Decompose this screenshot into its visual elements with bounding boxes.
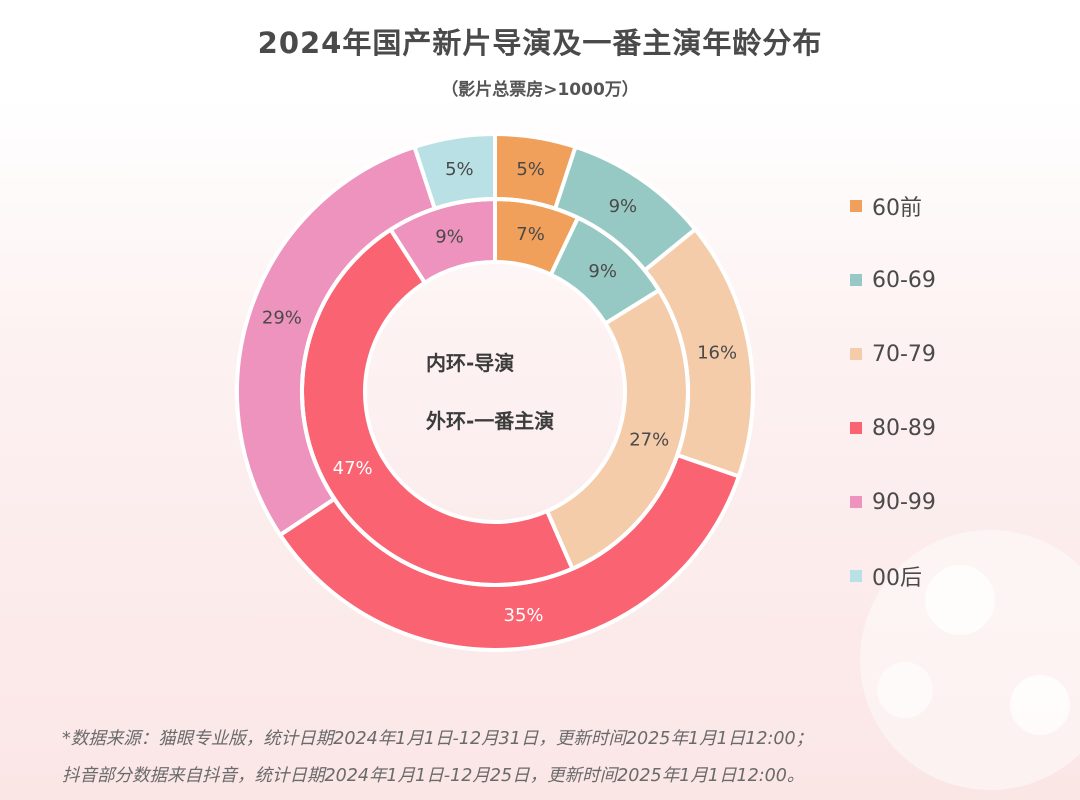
inner-ring-data-label-80-89: 47% — [333, 458, 373, 479]
legend-swatch — [850, 496, 862, 508]
legend-label: 60-69 — [872, 267, 936, 293]
inner-ring-data-label-70-79: 27% — [629, 429, 669, 450]
legend-label: 60前 — [872, 196, 922, 221]
legend-swatch — [850, 348, 862, 360]
legend-label: 00后 — [872, 566, 922, 591]
legend-item-80-89: 80-89 — [850, 410, 936, 446]
legend-swatch — [850, 274, 862, 286]
legend-label: 80-89 — [872, 415, 936, 441]
legend-label: 70-79 — [872, 341, 936, 367]
ring-separator — [300, 197, 690, 587]
legend-swatch — [850, 200, 862, 212]
legend-item-60-before: 60前 — [850, 188, 936, 224]
inner-ring-label: 内环-导演 — [426, 351, 515, 375]
chart-subtitle: （影片总票房>1000万） — [441, 80, 639, 100]
footnote-source-line-1: *数据来源：猫眼专业版，统计日期2024年1月1日-12月31日，更新时间202… — [62, 729, 814, 749]
outer-ring-data-label-90-99: 29% — [262, 308, 302, 329]
outer-ring-data-label-60-69: 9% — [609, 196, 638, 217]
legend: 60前 60-69 70-79 80-89 90-99 00后 — [850, 188, 936, 632]
legend-swatch — [850, 422, 862, 434]
outer-ring-data-label-70-79: 16% — [697, 342, 737, 363]
footnote-source-line-2: 抖音部分数据来自抖音，统计日期2024年1月1日-12月25日，更新时间2025… — [62, 766, 805, 786]
outer-ring-data-label-00-after: 5% — [445, 159, 474, 180]
inner-ring-data-label-60-69: 9% — [588, 261, 617, 282]
inner-ring-data-label-60-before: 7% — [516, 224, 545, 245]
legend-item-60-69: 60-69 — [850, 262, 936, 298]
legend-item-00-after: 00后 — [850, 558, 936, 594]
outer-ring-label: 外环-一番主演 — [426, 409, 555, 433]
outer-ring-data-label-80-89: 35% — [504, 605, 544, 626]
legend-item-70-79: 70-79 — [850, 336, 936, 372]
outer-ring-data-label-60-before: 5% — [516, 159, 545, 180]
legend-item-90-99: 90-99 — [850, 484, 936, 520]
chart-title: 2024年国产新片导演及一番主演年龄分布 — [257, 26, 823, 60]
legend-swatch — [850, 570, 862, 582]
legend-label: 90-99 — [872, 489, 936, 515]
inner-ring-data-label-90-99: 9% — [435, 227, 464, 248]
